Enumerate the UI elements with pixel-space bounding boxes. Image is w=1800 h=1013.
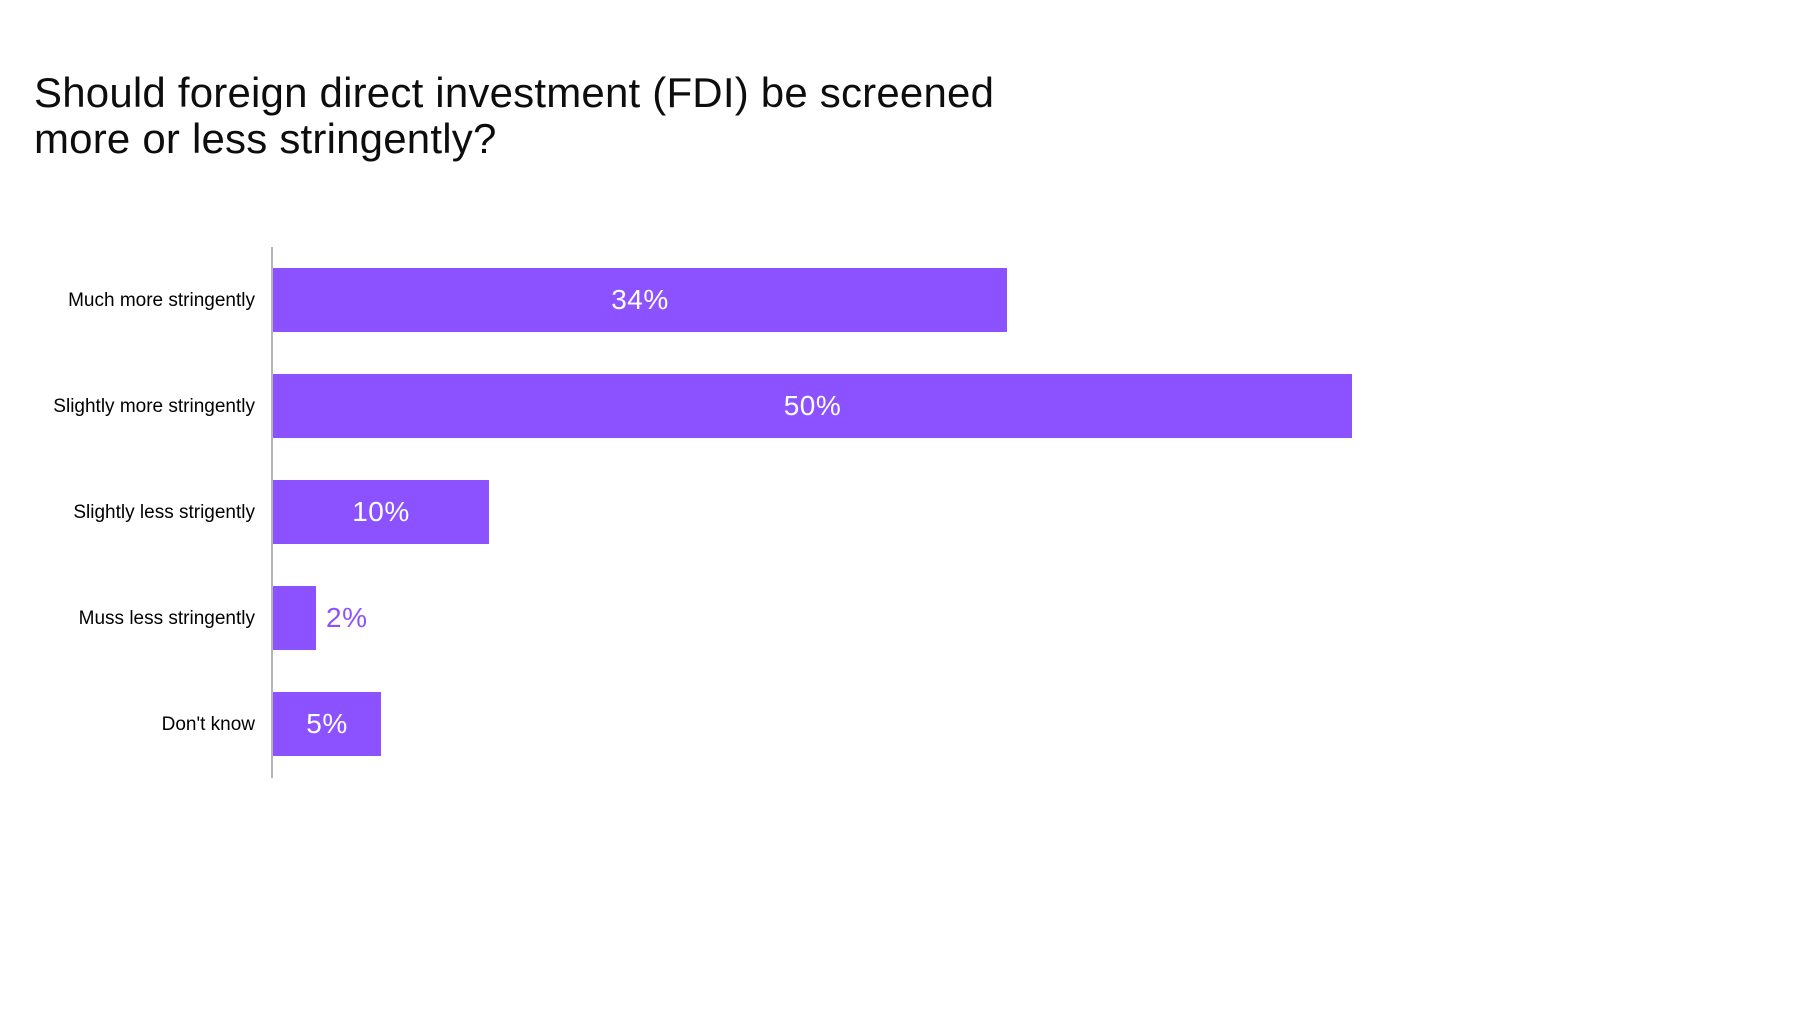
bar-value-label: 34% bbox=[611, 284, 669, 315]
bar: 10% bbox=[273, 480, 489, 544]
y-axis-line bbox=[271, 247, 273, 778]
bar: 34% bbox=[273, 268, 1007, 332]
bar-value-label: 50% bbox=[783, 390, 842, 421]
bar bbox=[273, 586, 316, 650]
bar-value-label: 5% bbox=[306, 708, 348, 739]
chart-title: Should foreign direct investment (FDI) b… bbox=[34, 70, 994, 162]
category-label: Slightly less strigently bbox=[73, 502, 255, 523]
category-label: Don't know bbox=[161, 714, 255, 735]
category-label: Muss less stringently bbox=[78, 608, 255, 629]
chart-title-line-2: more or less stringently? bbox=[34, 115, 497, 162]
bar-value-label: 2% bbox=[326, 602, 368, 633]
category-label: Much more stringently bbox=[68, 290, 255, 311]
bar-value-label: 10% bbox=[352, 496, 410, 527]
bar: 5% bbox=[273, 692, 381, 756]
category-label: Slightly more stringently bbox=[53, 396, 255, 417]
chart-title-line-1: Should foreign direct investment (FDI) b… bbox=[34, 69, 995, 116]
bar: 50% bbox=[273, 374, 1352, 438]
